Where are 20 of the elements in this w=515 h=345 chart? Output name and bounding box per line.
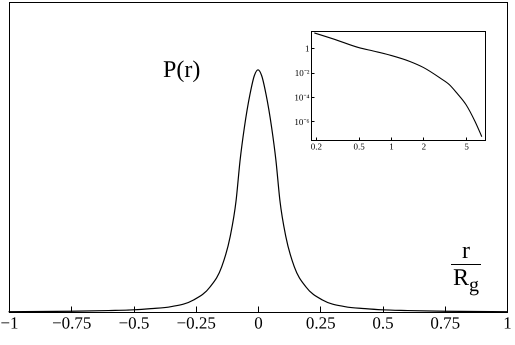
y-tick-label: 1 (305, 44, 310, 54)
y-tick-label: 10⁻⁴ (294, 92, 310, 102)
y-tick-label: 10⁻² (294, 68, 310, 78)
x-tick-label: 1 (389, 142, 394, 152)
y-axis-title: P(r) (163, 57, 200, 84)
x-tick-label: 1 (503, 314, 512, 332)
x-tick-label: −0.25 (176, 314, 216, 332)
x-axis-title: r R$_{g}$ (452, 238, 480, 296)
x-tick-label: 0.2 (310, 142, 322, 152)
y-tick-label: 10⁻⁶ (294, 116, 310, 127)
x-tick-label: 5 (464, 142, 470, 152)
x-tick-label: 0 (254, 314, 263, 332)
x-tick-label: −0.5 (118, 314, 150, 332)
x-tick-label: 0.5 (372, 314, 394, 332)
x-tick-label: 0.75 (430, 314, 460, 332)
x-tick-label: 0.25 (306, 314, 336, 332)
x-tick-label: 0.5 (354, 142, 366, 152)
x-tick-label: 2 (422, 142, 426, 152)
x-tick-label: −1 (0, 314, 19, 332)
x-tick-label: −0.75 (52, 314, 92, 332)
